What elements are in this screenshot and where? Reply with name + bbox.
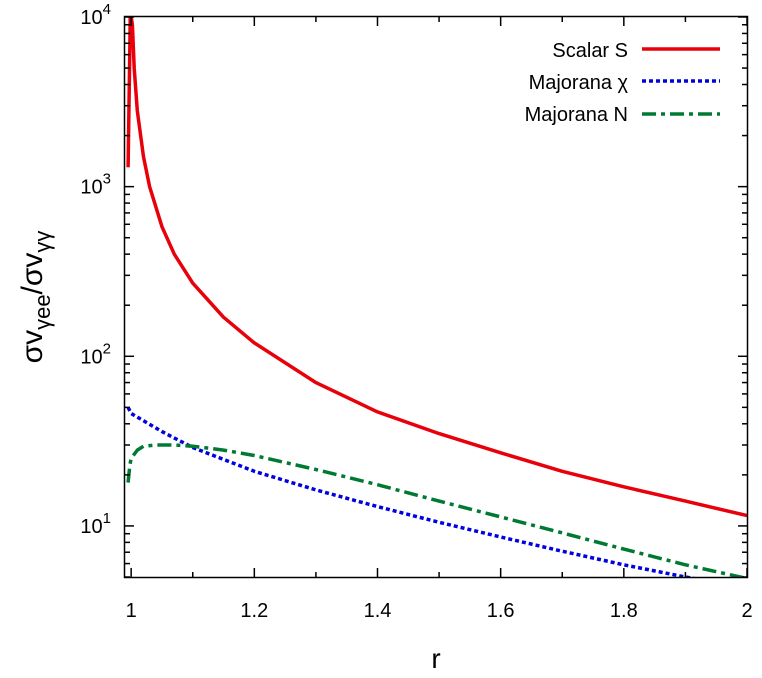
x-tick-label-3: 1.6 [487, 600, 515, 622]
legend-label-majorana-chi: Majorana χ [529, 72, 629, 94]
svg-text:σvγee/σvγγ: σvγee/σvγγ [16, 231, 55, 364]
y-axis-title-slash: / [16, 285, 49, 294]
y-tick-label-1: 102 [80, 340, 111, 368]
x-tick-label-0: 1 [126, 600, 137, 622]
tick-labels: 1 1.2 1.4 1.6 1.8 2 101 102 103 104 [80, 1, 752, 622]
series-line-majorana-n [126, 443, 747, 577]
legend-label-majorana-n: Majorana N [525, 104, 628, 126]
y-axis-title-sub-1: γee [30, 294, 55, 329]
series-line-majorana-chi [126, 406, 696, 577]
y-axis-title-base-2: σv [16, 253, 49, 287]
legend: Scalar S Majorana χ Majorana N [525, 40, 720, 126]
x-tick-label-4: 1.8 [610, 600, 638, 622]
y-tick-label-0: 101 [80, 510, 111, 538]
legend-label-scalar-s: Scalar S [552, 40, 628, 62]
series-line-scalar-s [126, 17, 747, 518]
x-tick-label-5: 2 [741, 600, 752, 622]
y-axis-title-base: σv [16, 330, 49, 364]
x-tick-label-1: 1.2 [240, 600, 268, 622]
x-axis-title: r [431, 643, 440, 674]
y-tick-label-2: 103 [80, 171, 111, 199]
x-tick-label-2: 1.4 [364, 600, 392, 622]
ticks [125, 16, 748, 578]
plot-frame [123, 15, 749, 579]
y-tick-label-3: 104 [80, 1, 111, 29]
y-axis-title-sub-2: γγ [30, 231, 55, 253]
y-axis-title: σvγee/σvγγ [16, 231, 55, 364]
plot-lines [126, 17, 747, 577]
